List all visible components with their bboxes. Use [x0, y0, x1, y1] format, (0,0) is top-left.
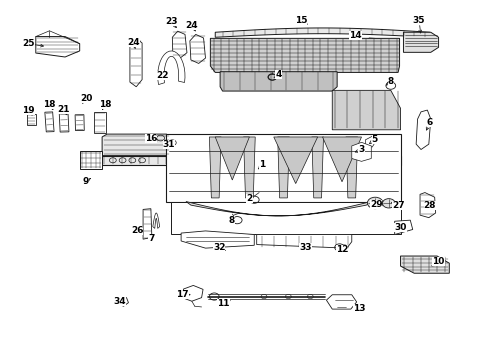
Polygon shape	[361, 38, 390, 50]
Polygon shape	[311, 137, 323, 198]
Polygon shape	[45, 112, 54, 132]
Text: 15: 15	[294, 15, 306, 24]
Text: 32: 32	[212, 243, 225, 252]
Polygon shape	[185, 202, 370, 216]
Polygon shape	[403, 32, 438, 52]
Polygon shape	[215, 28, 429, 37]
Polygon shape	[118, 298, 128, 306]
Text: 6: 6	[426, 118, 432, 127]
Polygon shape	[209, 137, 221, 198]
Text: 4: 4	[275, 70, 281, 79]
Text: 23: 23	[165, 17, 177, 26]
Text: 11: 11	[217, 299, 229, 308]
Text: 16: 16	[144, 134, 157, 143]
Polygon shape	[415, 110, 430, 149]
Polygon shape	[400, 256, 448, 273]
Polygon shape	[153, 213, 159, 228]
Polygon shape	[27, 114, 36, 125]
Text: 2: 2	[246, 194, 252, 203]
Text: 28: 28	[423, 201, 435, 210]
Polygon shape	[75, 115, 84, 131]
Polygon shape	[331, 90, 400, 130]
Text: 13: 13	[352, 304, 365, 313]
Polygon shape	[256, 234, 351, 248]
Text: 9: 9	[82, 177, 88, 186]
Text: 7: 7	[148, 234, 154, 243]
Polygon shape	[210, 39, 399, 72]
Polygon shape	[215, 137, 249, 180]
Polygon shape	[182, 285, 203, 301]
Polygon shape	[143, 209, 152, 239]
Text: 18: 18	[99, 100, 112, 109]
Text: 27: 27	[391, 201, 404, 210]
Polygon shape	[220, 72, 336, 91]
Polygon shape	[189, 35, 205, 63]
Polygon shape	[172, 31, 186, 58]
Text: 12: 12	[335, 245, 347, 254]
Polygon shape	[181, 231, 254, 248]
Text: 1: 1	[259, 160, 264, 169]
Polygon shape	[102, 134, 171, 156]
Text: 34: 34	[113, 297, 126, 306]
Text: 25: 25	[22, 39, 35, 48]
Polygon shape	[322, 137, 361, 182]
Text: 14: 14	[348, 31, 361, 40]
Text: 26: 26	[131, 226, 143, 235]
Polygon shape	[102, 156, 400, 165]
Polygon shape	[36, 37, 80, 57]
Text: 21: 21	[57, 105, 69, 114]
Text: 18: 18	[43, 100, 56, 109]
Polygon shape	[80, 151, 102, 169]
Text: 30: 30	[393, 223, 406, 232]
Text: 17: 17	[176, 290, 188, 299]
Circle shape	[366, 197, 382, 209]
Text: 5: 5	[371, 135, 377, 144]
Text: 24: 24	[127, 38, 140, 47]
Polygon shape	[351, 142, 370, 161]
Text: 10: 10	[431, 257, 444, 266]
Polygon shape	[158, 51, 184, 85]
Text: 22: 22	[156, 71, 168, 80]
Text: 3: 3	[358, 145, 364, 154]
Circle shape	[382, 199, 394, 208]
Polygon shape	[365, 136, 374, 147]
Text: 33: 33	[299, 243, 311, 252]
Text: 24: 24	[185, 21, 198, 30]
Polygon shape	[394, 220, 412, 234]
Text: 19: 19	[22, 106, 35, 115]
Polygon shape	[171, 202, 400, 234]
Text: 29: 29	[369, 200, 382, 209]
Polygon shape	[243, 137, 255, 198]
Polygon shape	[94, 112, 106, 133]
Polygon shape	[345, 137, 357, 198]
Polygon shape	[326, 295, 356, 309]
Polygon shape	[419, 193, 435, 218]
Polygon shape	[130, 39, 142, 87]
Text: 31: 31	[163, 140, 175, 149]
Polygon shape	[277, 137, 289, 198]
Polygon shape	[59, 113, 69, 132]
Text: 35: 35	[412, 15, 425, 24]
Text: 20: 20	[80, 94, 92, 103]
Polygon shape	[166, 134, 400, 202]
Text: 8: 8	[387, 77, 393, 86]
Text: 8: 8	[228, 216, 234, 225]
Polygon shape	[273, 137, 317, 184]
